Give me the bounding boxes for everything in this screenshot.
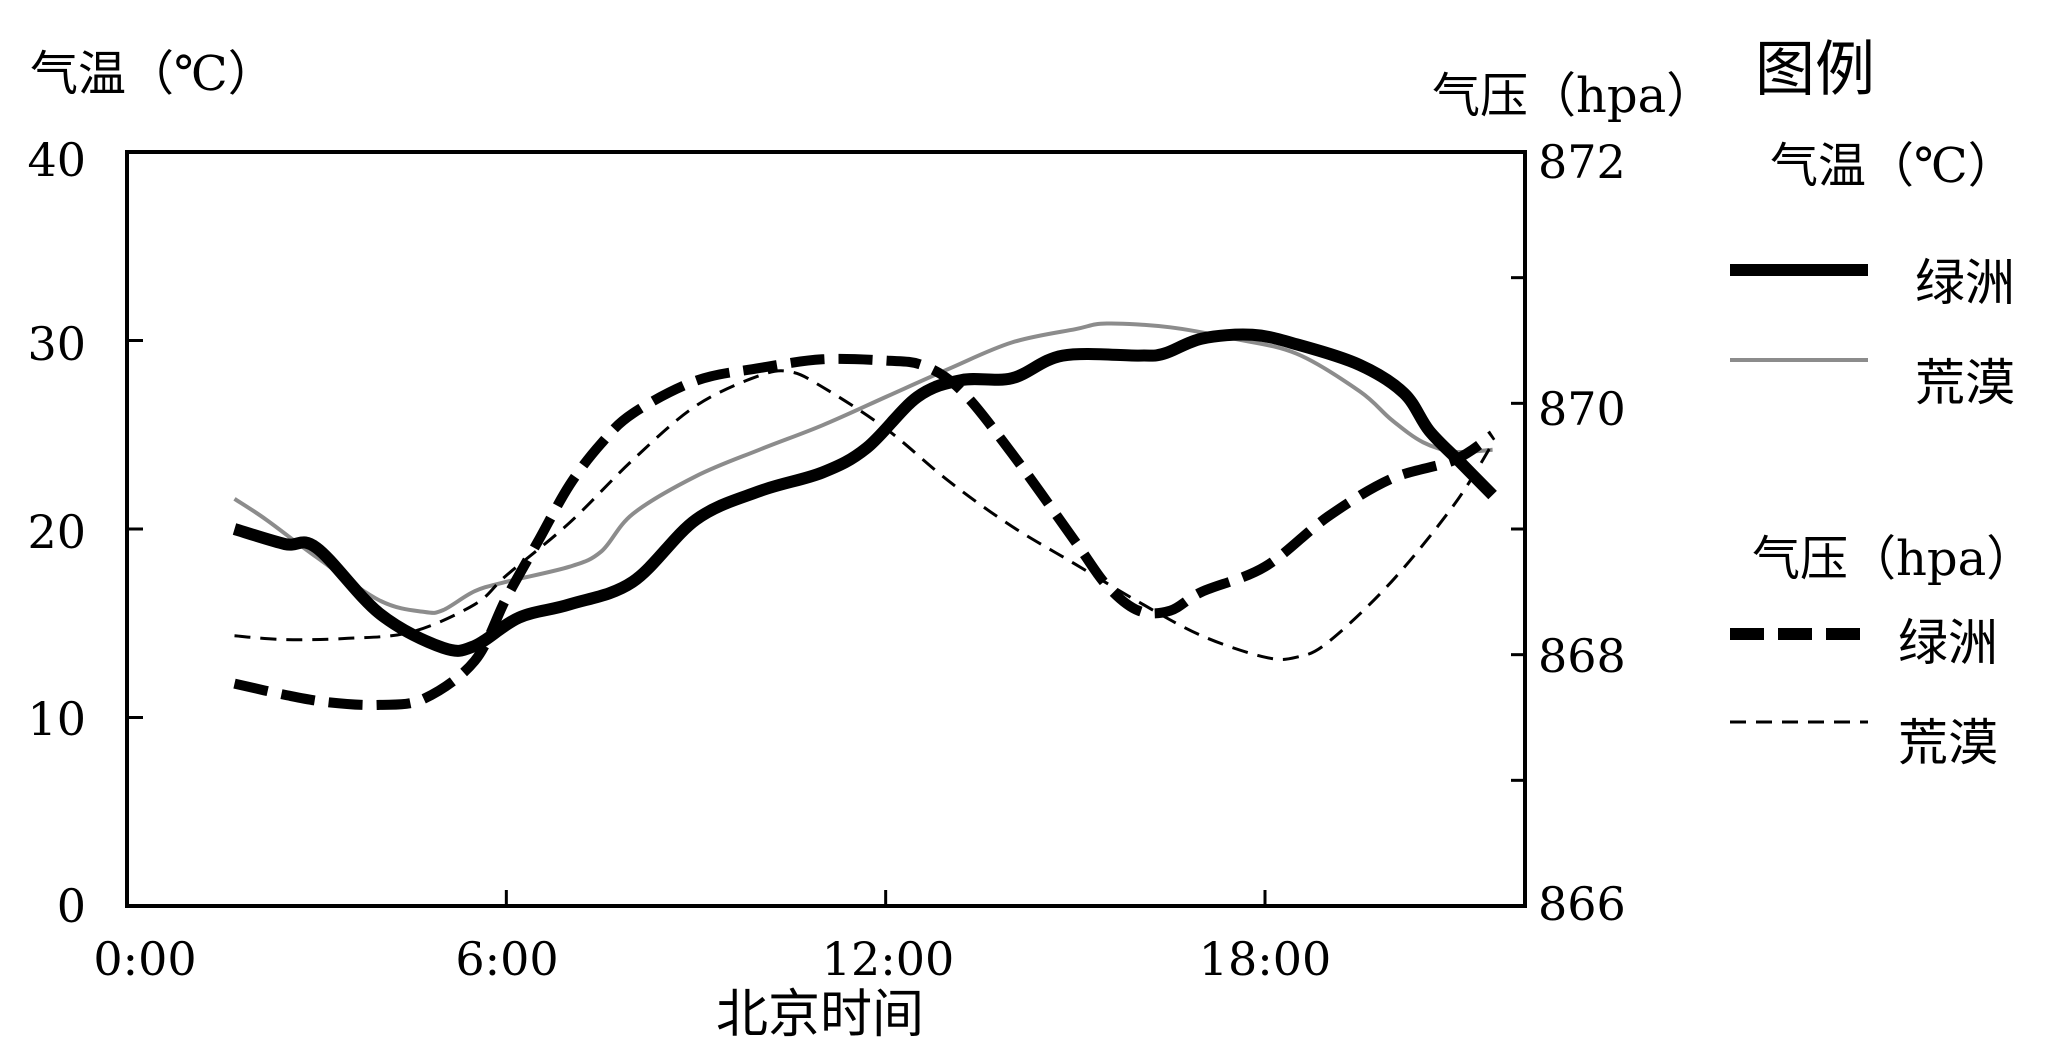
legend-item: 荒漠 <box>1898 714 1998 772</box>
y-left-tick-label: 20 <box>27 505 86 559</box>
plot-frame <box>125 150 1527 908</box>
y-right-tick-label: 870 <box>1538 382 1626 436</box>
y-left-tick-label: 0 <box>57 879 86 933</box>
legend-item: 绿洲 <box>1898 614 1998 672</box>
x-axis-label: 北京时间 <box>716 985 924 1045</box>
series-line-oasis-temperature <box>232 328 1497 657</box>
series-line-desert-temperature <box>233 321 1493 615</box>
series-line-oasis-pressure <box>233 353 1496 711</box>
y-left-tick-label: 40 <box>27 133 86 187</box>
y-left-axis-label: 气温（℃） <box>30 46 276 102</box>
y-right-tick-label: 866 <box>1538 877 1626 931</box>
legend-title: 图例 <box>1755 35 1875 105</box>
y-left-tick-labels: 0 10 20 30 40 <box>27 133 86 933</box>
legend-group-heading: 气压（hpa） <box>1752 531 2034 587</box>
y-right-tick-labels: 866 868 870 872 <box>1538 135 1626 931</box>
y-left-tick-label: 10 <box>27 692 86 746</box>
legend: 图例 气温（℃） 绿洲 荒漠 气压（hpa） 绿洲 荒漠 <box>1730 35 2034 772</box>
y-left-tick-label: 30 <box>27 317 86 371</box>
series-layer <box>232 321 1497 711</box>
x-tick-label: 0:00 <box>93 932 196 986</box>
x-tick-labels: 0:00 6:00 12:00 18:00 <box>93 932 1331 986</box>
x-tick-label: 6:00 <box>455 932 558 986</box>
y-right-axis-label: 气压（hpa） <box>1432 68 1714 124</box>
y-right-tick-label: 868 <box>1538 629 1626 683</box>
legend-item: 荒漠 <box>1915 354 2015 412</box>
x-tick-label: 18:00 <box>1199 932 1332 986</box>
legend-group-heading: 气温（℃） <box>1770 138 2016 194</box>
legend-item: 绿洲 <box>1915 254 2015 312</box>
series-line-desert-pressure <box>234 369 1494 661</box>
y-right-tick-label: 872 <box>1538 135 1626 189</box>
tick-marks <box>127 276 1525 906</box>
x-tick-label: 12:00 <box>822 932 955 986</box>
